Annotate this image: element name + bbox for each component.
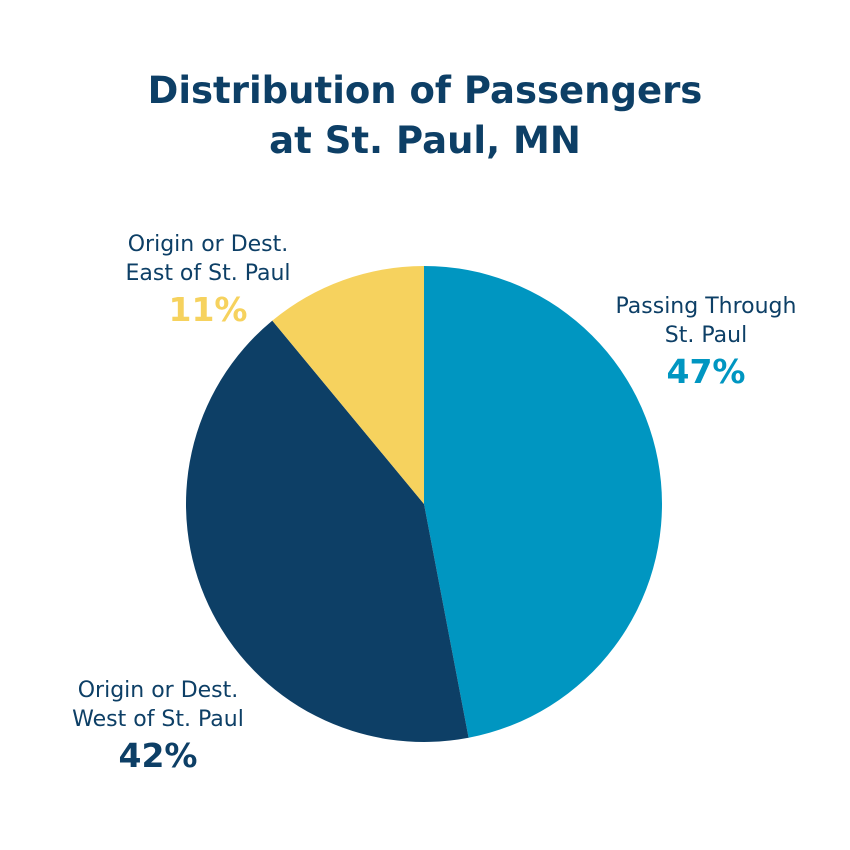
slice-label-line-1: Passing Through [615, 294, 797, 319]
slice-label-line-1: Origin or Dest. [77, 678, 239, 703]
slice-label-east: Origin or Dest. East of St. Paul 11% [108, 230, 308, 332]
slice-label-line-2: St. Paul [664, 323, 748, 348]
slice-label-line-2: West of St. Paul [72, 707, 244, 732]
slice-label-line-2: East of St. Paul [125, 261, 291, 286]
slice-value-label: 11% [168, 290, 248, 329]
chart-title-line-2: at St. Paul, MN [269, 119, 581, 162]
slice-label-west: Origin or Dest. West of St. Paul 42% [50, 676, 266, 778]
pie-slice-east [272, 266, 424, 504]
pie-slice-west [186, 320, 469, 742]
slice-label-passing-through: Passing Through St. Paul 47% [596, 292, 816, 394]
slice-label-line-1: Origin or Dest. [127, 232, 289, 257]
slice-value-label: 42% [118, 736, 198, 775]
slice-value-label: 47% [666, 352, 746, 391]
chart-title-line-1: Distribution of Passengers [147, 69, 703, 112]
pie-slice-passing-through [424, 266, 662, 738]
